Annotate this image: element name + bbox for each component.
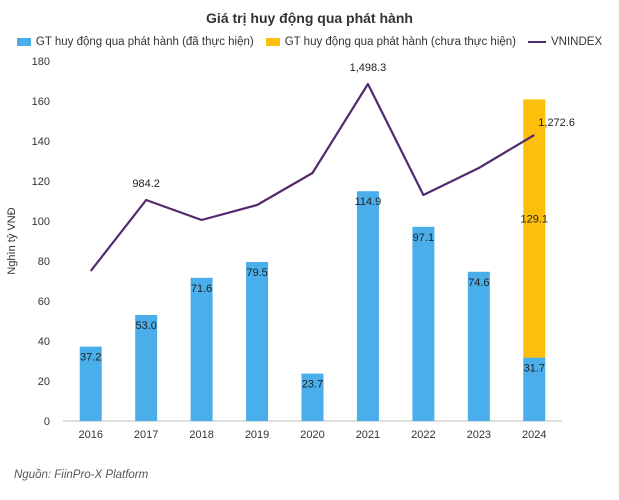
- x-tick-label: 2018: [189, 429, 213, 441]
- y-tick-label: 140: [32, 136, 50, 148]
- y-tick-label: 80: [38, 256, 50, 268]
- legend-item-vnindex: VNINDEX: [528, 36, 602, 48]
- vnindex-value-label: 1,272.6: [538, 117, 575, 129]
- bar-done-2020: [301, 373, 324, 421]
- x-tick-label: 2022: [411, 429, 435, 441]
- x-tick-label: 2017: [134, 429, 158, 441]
- bar-done-2021: [356, 191, 379, 421]
- y-axis-title: Nghìn tỷ VNĐ: [6, 207, 18, 274]
- x-tick-label: 2020: [300, 429, 324, 441]
- bar-done-2019: [246, 262, 269, 421]
- vnindex-value-label: 1,498.3: [350, 62, 387, 74]
- bar-value-label: 97.1: [413, 232, 434, 244]
- legend-label-done: GT huy động qua phát hành (đã thực hiện): [35, 36, 254, 48]
- x-tick-label: 2024: [522, 429, 546, 441]
- y-tick-label: 20: [38, 376, 50, 388]
- bar-value-label: 31.7: [524, 363, 545, 375]
- bar-done-2023: [467, 271, 490, 421]
- bar-value-label: 71.6: [191, 283, 212, 295]
- y-tick-label: 40: [38, 336, 50, 348]
- bar-value-label: 129.1: [521, 214, 549, 226]
- legend-swatch-vnindex: [528, 41, 546, 43]
- bar-value-label: 79.5: [246, 267, 267, 279]
- bar-done-2017: [135, 315, 158, 421]
- y-tick-label: 160: [32, 96, 50, 108]
- bar-value-label: 114.9: [355, 196, 382, 208]
- bar-value-label: 74.6: [468, 277, 489, 289]
- legend-item-done: GT huy động qua phát hành (đã thực hiện): [16, 36, 254, 48]
- bar-value-label: 37.2: [80, 352, 101, 364]
- x-tick-label: 2019: [245, 429, 269, 441]
- source-note: Nguồn: FiinPro-X Platform: [14, 469, 149, 481]
- x-tick-label: 2021: [356, 429, 380, 441]
- vnindex-value-label: 984.2: [132, 178, 160, 190]
- y-tick-label: 100: [32, 216, 50, 228]
- y-tick-label: 120: [32, 176, 50, 188]
- x-tick-label: 2023: [467, 429, 491, 441]
- x-tick-label: 2016: [78, 429, 102, 441]
- legend-swatch-done: [16, 38, 31, 46]
- bar-pending-2024: [523, 99, 546, 358]
- bar-value-label: 23.7: [302, 379, 323, 391]
- y-tick-label: 0: [44, 416, 50, 428]
- bar-value-label: 53.0: [135, 320, 156, 332]
- y-tick-label: 60: [38, 296, 50, 308]
- chart-title: Giá trị huy động qua phát hành: [206, 10, 413, 26]
- bar-done-2024: [523, 357, 546, 421]
- legend-item-pending: GT huy động qua phát hành (chưa thực hiệ…: [265, 36, 516, 48]
- chart-legend: GT huy động qua phát hành (đã thực hiện)…: [0, 36, 619, 48]
- bar-done-2018: [190, 277, 213, 421]
- bar-done-2022: [412, 226, 435, 421]
- vnindex-line: [89, 82, 535, 272]
- bar-done-2016: [79, 346, 102, 421]
- legend-label-vnindex: VNINDEX: [551, 36, 603, 48]
- legend-label-pending: GT huy động qua phát hành (chưa thực hiệ…: [284, 36, 516, 48]
- legend-swatch-pending: [265, 38, 280, 46]
- y-tick-label: 180: [32, 56, 50, 68]
